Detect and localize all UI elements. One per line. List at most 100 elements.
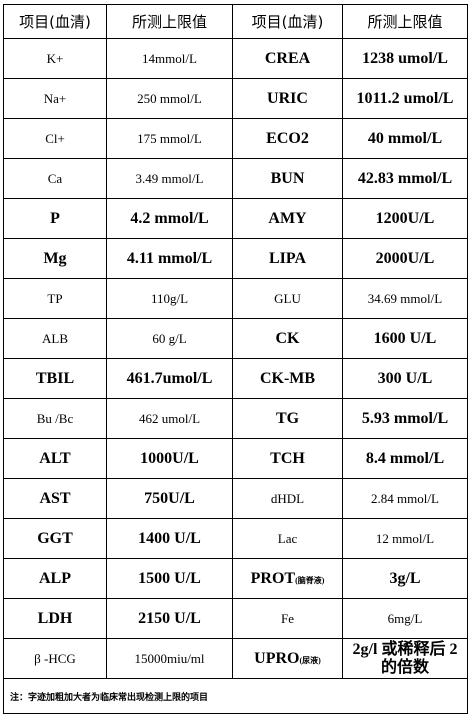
table-row: GGT 1400 U/L Lac 12 mmol/L	[3, 518, 468, 559]
value-label: 14mmol/L	[142, 50, 197, 66]
item-label: Ca	[47, 170, 63, 186]
item-label: LIPA	[268, 249, 307, 267]
item-cell: Mg	[3, 238, 107, 279]
table-note: 注：字迹加粗加大者为临床常出现检测上限的项目	[3, 678, 468, 714]
item-cell: TBIL	[3, 358, 107, 399]
value-cell: 175 mmol/L	[106, 118, 233, 159]
value-cell: 2g/l 或稀释后 2 的倍数	[342, 638, 468, 679]
item-label: BUN	[270, 169, 305, 187]
item-cell: β -HCG	[3, 638, 107, 679]
value-label: 3.49 mmol/L	[135, 170, 204, 186]
value-label: 15000miu/ml	[134, 650, 205, 666]
item-label: TG	[275, 409, 300, 427]
item-label: CREA	[264, 49, 311, 67]
value-cell: 3.49 mmol/L	[106, 158, 233, 199]
item-cell: Cl+	[3, 118, 107, 159]
item-label: TBIL	[35, 369, 75, 387]
value-label: 4.11 mmol/L	[126, 249, 213, 267]
table-row: Mg 4.11 mmol/L LIPA 2000U/L	[3, 238, 468, 279]
header-value-right: 所测上限值	[342, 4, 468, 39]
item-cell: GGT	[3, 518, 107, 559]
table-row: TBIL 461.7umol/L CK-MB 300 U/L	[3, 358, 468, 399]
item-cell: TG	[232, 398, 343, 439]
item-label: CK	[275, 329, 300, 347]
item-label: PROT	[250, 569, 296, 587]
header-row: 项目(血清) 所测上限值 项目(血清) 所测上限值	[3, 4, 468, 39]
value-cell: 2000U/L	[342, 238, 468, 279]
item-cell: ALB	[3, 318, 107, 359]
value-cell: 250 mmol/L	[106, 78, 233, 119]
item-cell: Bu /Bc	[3, 398, 107, 439]
item-cell: LIPA	[232, 238, 343, 279]
item-label: ALT	[39, 449, 71, 467]
note-row: 注：字迹加粗加大者为临床常出现检测上限的项目	[3, 678, 468, 714]
item-label: LDH	[37, 609, 73, 627]
value-cell: 6mg/L	[342, 598, 468, 639]
value-label: 34.69 mmol/L	[367, 290, 443, 306]
item-label: ALB	[42, 330, 68, 346]
value-cell: 40 mmol/L	[342, 118, 468, 159]
item-label: AMY	[268, 209, 307, 227]
item-cell: BUN	[232, 158, 343, 199]
value-cell: 110g/L	[106, 278, 233, 319]
table-row: Cl+ 175 mmol/L ECO2 40 mmol/L	[3, 118, 468, 159]
value-label: 1000U/L	[140, 449, 199, 467]
item-label: Cl+	[45, 130, 65, 146]
item-cell: ALT	[3, 438, 107, 479]
item-label: Mg	[43, 249, 67, 267]
item-label: URIC	[267, 89, 308, 107]
value-cell: 4.11 mmol/L	[106, 238, 233, 279]
value-label: 40 mmol/L	[367, 129, 443, 147]
value-label: 42.83 mmol/L	[357, 169, 453, 187]
item-cell: dHDL	[232, 478, 343, 519]
item-cell: GLU	[232, 278, 343, 319]
value-label: 1011.2 umol/L	[356, 89, 454, 107]
table-row: AST 750U/L dHDL 2.84 mmol/L	[3, 478, 468, 519]
item-cell: CREA	[232, 38, 343, 79]
value-label: 4.2 mmol/L	[130, 209, 209, 227]
value-cell: 1400 U/L	[106, 518, 233, 559]
value-label: 250 mmol/L	[137, 90, 202, 106]
value-label: 1238 umol/L	[362, 49, 448, 67]
value-cell: 1500 U/L	[106, 558, 233, 599]
value-cell: 300 U/L	[342, 358, 468, 399]
item-cell: ECO2	[232, 118, 343, 159]
table-row: Ca 3.49 mmol/L BUN 42.83 mmol/L	[3, 158, 468, 199]
value-label: 110g/L	[150, 290, 189, 306]
table-row: β -HCG 15000miu/ml UPRO(尿液) 2g/l 或稀释后 2 的倍数	[3, 638, 468, 679]
value-cell: 12 mmol/L	[342, 518, 468, 559]
item-label: GLU	[274, 290, 301, 306]
upper-limit-table: 项目(血清) 所测上限值 项目(血清) 所测上限值 K+ 14mmol/L CREA…	[3, 4, 468, 714]
item-label: dHDL	[270, 490, 305, 506]
value-label: 300 U/L	[377, 369, 433, 387]
value-cell: 8.4 mmol/L	[342, 438, 468, 479]
item-label: ALP	[39, 569, 71, 587]
value-cell: 2150 U/L	[106, 598, 233, 639]
value-label: 5.93 mmol/L	[361, 409, 449, 427]
value-cell: 1600 U/L	[342, 318, 468, 359]
item-sample-type: (脑脊液)	[295, 575, 325, 585]
value-label: 461.7umol/L	[126, 369, 213, 387]
item-cell: Fe	[232, 598, 343, 639]
item-label: Bu /Bc	[36, 410, 74, 426]
value-label: 12 mmol/L	[375, 530, 435, 546]
item-label: UPRO	[254, 649, 300, 667]
item-cell: K+	[3, 38, 107, 79]
item-label: CK-MB	[259, 369, 316, 387]
item-label: ECO2	[266, 129, 309, 147]
item-cell: LDH	[3, 598, 107, 639]
table-row: K+ 14mmol/L CREA 1238 umol/L	[3, 38, 468, 79]
item-cell: Na+	[3, 78, 107, 119]
item-cell: P	[3, 198, 107, 239]
item-cell: TCH	[232, 438, 343, 479]
item-label: Na+	[43, 90, 67, 106]
value-cell: 2.84 mmol/L	[342, 478, 468, 519]
table-row: P 4.2 mmol/L AMY 1200U/L	[3, 198, 468, 239]
value-cell: 1000U/L	[106, 438, 233, 479]
item-label: Fe	[281, 610, 294, 626]
header-item-right: 项目(血清)	[232, 4, 343, 39]
value-cell: 1200U/L	[342, 198, 468, 239]
item-cell: CK-MB	[232, 358, 343, 399]
table-row: Na+ 250 mmol/L URIC 1011.2 umol/L	[3, 78, 468, 119]
value-cell: 42.83 mmol/L	[342, 158, 468, 199]
